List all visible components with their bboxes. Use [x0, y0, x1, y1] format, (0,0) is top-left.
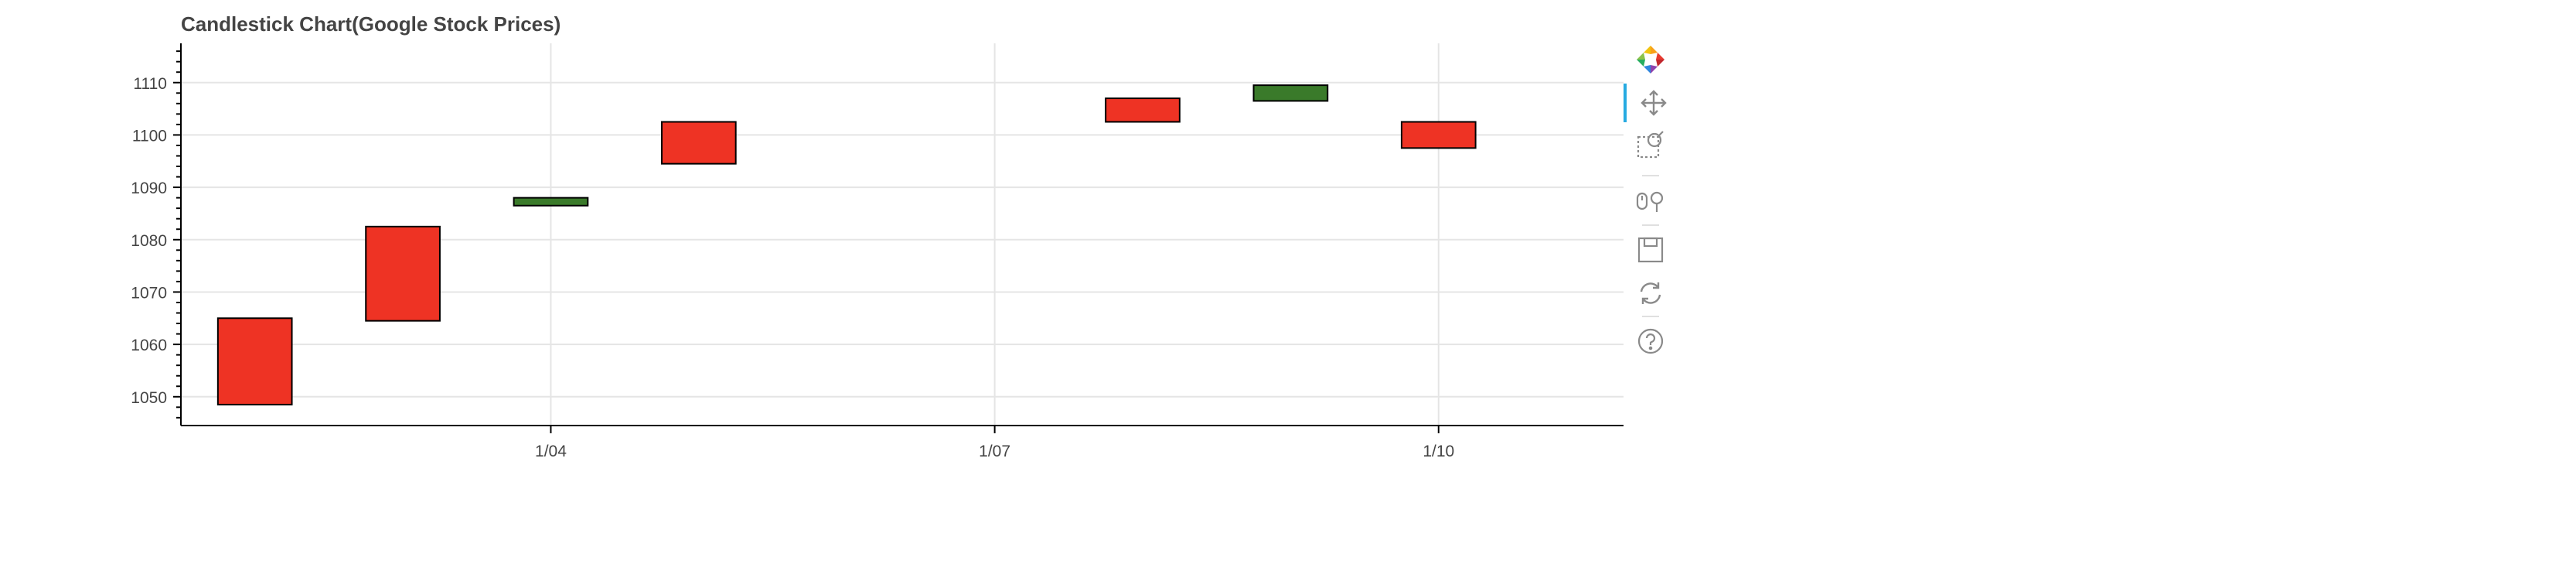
toolbar-divider [1642, 175, 1659, 176]
y-tick-label: 1090 [131, 180, 167, 197]
axes: 1050 1060 1070 1080 1090 1100 1110 1/04 1/07 1/10 [131, 43, 1624, 460]
pan-icon[interactable] [1624, 84, 1681, 122]
candle-2019-01-09 [1252, 84, 1329, 102]
bokeh-logo-icon[interactable] [1624, 40, 1678, 79]
x-tick-label: 1/07 [979, 443, 1010, 460]
candle-2019-01-10 [1400, 121, 1477, 149]
reset-icon[interactable] [1624, 274, 1678, 313]
y-tick-label: 1110 [133, 75, 167, 93]
candle-2019-01-03 [365, 225, 441, 322]
candles [216, 84, 1477, 405]
y-tick-label: 1050 [131, 389, 167, 407]
y-tick-label: 1060 [131, 337, 167, 354]
toolbar-divider [1642, 316, 1659, 317]
toolbar-divider [1642, 224, 1659, 226]
x-tick-label: 1/04 [535, 443, 567, 460]
y-tick-label: 1100 [132, 127, 167, 145]
help-icon[interactable] [1624, 322, 1678, 361]
save-icon[interactable] [1624, 231, 1678, 269]
candle-2019-01-02 [216, 317, 293, 405]
y-tick-label: 1080 [131, 232, 167, 250]
box-zoom-icon[interactable] [1624, 125, 1678, 164]
candle-2019-01-05 [661, 121, 737, 165]
candle-2019-01-04 [513, 197, 589, 207]
toolbar [1624, 40, 1678, 365]
wheel-zoom-icon[interactable] [1624, 181, 1678, 220]
candle-2019-01-08 [1105, 97, 1181, 123]
x-tick-label: 1/10 [1423, 443, 1454, 460]
y-tick-label: 1070 [131, 284, 167, 302]
chart-title: Candlestick Chart(Google Stock Prices) [181, 12, 561, 36]
